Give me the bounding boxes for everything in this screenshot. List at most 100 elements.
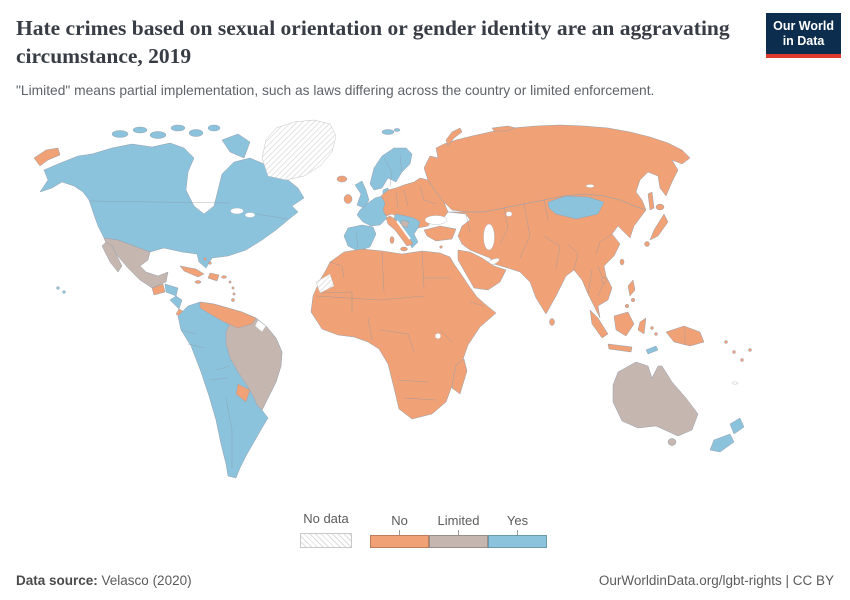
cyprus[interactable] bbox=[439, 245, 443, 249]
svalbard-2[interactable] bbox=[393, 128, 401, 132]
arctic-island[interactable] bbox=[188, 129, 204, 137]
legend-tick bbox=[517, 530, 518, 535]
hawaii[interactable] bbox=[62, 290, 66, 294]
trinidad[interactable] bbox=[231, 298, 235, 302]
legend-category-no[interactable]: No bbox=[370, 513, 429, 548]
taiwan[interactable] bbox=[619, 258, 625, 266]
new-caledonia[interactable] bbox=[731, 381, 739, 385]
country-mexico[interactable] bbox=[103, 237, 169, 289]
country-paraguay[interactable] bbox=[235, 383, 251, 403]
sri-lanka[interactable] bbox=[549, 318, 555, 326]
antilles[interactable] bbox=[232, 292, 236, 296]
arctic-island[interactable] bbox=[111, 130, 129, 138]
sicily[interactable] bbox=[400, 246, 408, 252]
arctic-island[interactable] bbox=[149, 131, 167, 139]
pacific-island[interactable] bbox=[724, 340, 728, 344]
country-cuba[interactable] bbox=[179, 265, 205, 278]
borneo[interactable] bbox=[613, 311, 635, 337]
moluccas-2[interactable] bbox=[654, 332, 658, 336]
hispaniola[interactable] bbox=[207, 272, 220, 282]
chart-footer: Data source: Velasco (2020) OurWorldinDa… bbox=[0, 573, 850, 588]
legend-no-data-label: No data bbox=[303, 511, 349, 526]
no-data-swatch[interactable] bbox=[300, 533, 352, 548]
hainan[interactable] bbox=[601, 277, 607, 283]
pacific-island[interactable] bbox=[740, 358, 744, 362]
puerto-rico[interactable] bbox=[221, 275, 227, 279]
legend-category-yes[interactable]: Yes bbox=[488, 513, 547, 548]
jamaica[interactable] bbox=[194, 280, 202, 284]
arctic-sliver[interactable] bbox=[491, 125, 517, 132]
legend-category-label: Limited bbox=[437, 513, 480, 528]
legend-swatch-limited[interactable] bbox=[429, 535, 488, 548]
country-mongolia[interactable] bbox=[547, 195, 605, 220]
country-greenland[interactable] bbox=[261, 119, 337, 181]
legend-no-data[interactable]: No data bbox=[300, 511, 352, 548]
french-guiana[interactable] bbox=[254, 319, 267, 333]
chukotka-fragment[interactable] bbox=[33, 147, 61, 167]
legend-category-bar[interactable]: No Limited Yes bbox=[370, 513, 547, 548]
new-zealand-south[interactable] bbox=[709, 433, 735, 453]
adriatic-sea bbox=[396, 220, 411, 240]
country-bosnia[interactable] bbox=[399, 219, 410, 229]
timor-leste[interactable] bbox=[645, 345, 659, 355]
baffin-island[interactable] bbox=[221, 133, 251, 159]
eastern-europe-borders bbox=[395, 185, 437, 209]
philippines[interactable] bbox=[627, 279, 636, 297]
sulawesi[interactable] bbox=[637, 317, 647, 335]
java[interactable] bbox=[607, 343, 633, 353]
lake-baikal bbox=[585, 184, 595, 188]
caspian-sea bbox=[483, 223, 495, 251]
antilles[interactable] bbox=[228, 280, 232, 284]
sardinia[interactable] bbox=[389, 236, 395, 244]
svalbard[interactable] bbox=[381, 129, 395, 135]
country-nicaragua[interactable] bbox=[169, 295, 183, 310]
iberia[interactable] bbox=[343, 224, 377, 252]
venezuela-guianas[interactable] bbox=[199, 301, 257, 329]
philippines-3[interactable] bbox=[624, 303, 630, 309]
scandinavia[interactable] bbox=[369, 147, 413, 191]
country-iceland[interactable] bbox=[336, 175, 348, 183]
country-turkey[interactable] bbox=[423, 225, 457, 242]
bahamas[interactable] bbox=[203, 257, 207, 261]
new-zealand-north[interactable] bbox=[729, 417, 745, 435]
antilles[interactable] bbox=[231, 286, 235, 290]
pacific-island[interactable] bbox=[748, 348, 752, 352]
border-usa-canada bbox=[88, 200, 289, 220]
country-australia[interactable] bbox=[612, 361, 699, 437]
legend-category-label: Yes bbox=[506, 513, 529, 528]
kyushu[interactable] bbox=[644, 241, 650, 247]
arctic-island[interactable] bbox=[132, 126, 148, 134]
hokkaido[interactable] bbox=[655, 203, 665, 211]
country-guatemala[interactable] bbox=[151, 283, 166, 296]
legend-swatch-yes[interactable] bbox=[488, 535, 547, 548]
arabian-peninsula[interactable] bbox=[457, 249, 507, 291]
japan-honshu[interactable] bbox=[649, 213, 669, 241]
country-ireland[interactable] bbox=[343, 194, 353, 204]
pacific-island[interactable] bbox=[732, 350, 736, 354]
asia-mainland[interactable] bbox=[447, 193, 647, 319]
western-sahara[interactable] bbox=[315, 273, 335, 294]
great-lakes-2 bbox=[244, 212, 256, 218]
owid-logo[interactable]: Our World in Data bbox=[766, 13, 841, 58]
baja-california[interactable] bbox=[101, 241, 123, 273]
hawaii[interactable] bbox=[56, 286, 60, 290]
footer-attribution[interactable]: OurWorldinData.org/lgbt-rights | CC BY bbox=[598, 573, 834, 588]
moluccas[interactable] bbox=[650, 326, 654, 330]
philippines-2[interactable] bbox=[630, 297, 636, 303]
legend-swatch-no[interactable] bbox=[370, 535, 429, 548]
tasmania[interactable] bbox=[667, 438, 677, 446]
scandinavia-borders bbox=[383, 155, 403, 187]
bahamas[interactable] bbox=[208, 261, 212, 265]
chart-subtitle: "Limited" means partial implementation, … bbox=[16, 82, 655, 98]
sakhalin[interactable] bbox=[647, 191, 655, 211]
aral-sea bbox=[505, 211, 513, 217]
sumatra[interactable] bbox=[589, 309, 609, 339]
legend-category-limited[interactable]: Limited bbox=[429, 513, 488, 548]
country-honduras[interactable] bbox=[164, 283, 179, 297]
arctic-island[interactable] bbox=[207, 124, 221, 132]
madagascar[interactable] bbox=[451, 358, 468, 395]
arctic-island[interactable] bbox=[170, 124, 186, 132]
novaya-zemlya[interactable] bbox=[445, 127, 463, 147]
